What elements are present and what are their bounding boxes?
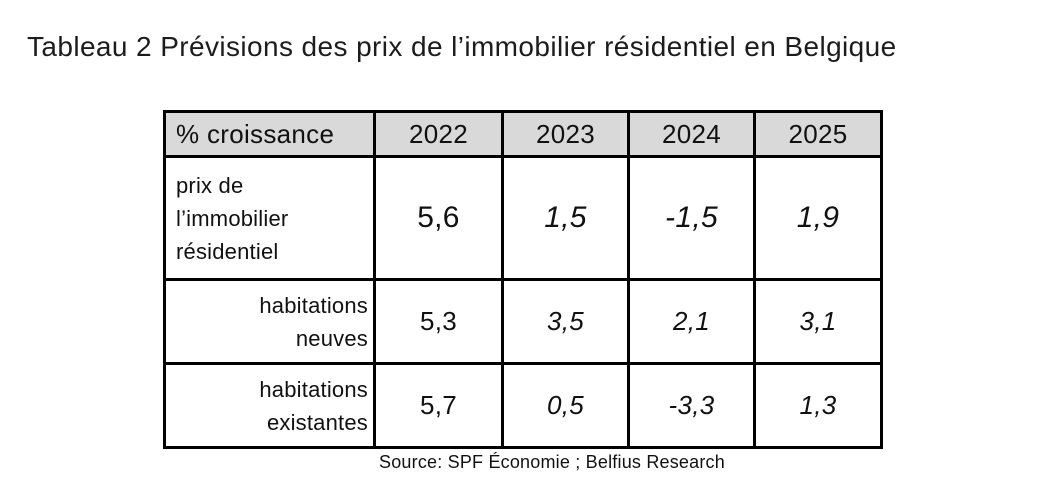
- row-label-cell: prix de l’immobilier résidentiel: [163, 155, 376, 281]
- value-cell-2023: 3,5: [501, 278, 630, 365]
- value-cell-2022: 5,7: [373, 362, 504, 449]
- header-cell-metric: % croissance: [163, 110, 376, 158]
- header-cell-2022: 2022: [373, 110, 504, 158]
- table-row-new-dwellings: habitations neuves 5,3 3,5 2,1 3,1: [163, 278, 883, 365]
- table-header-row: % croissance 2022 2023 2024 2025: [163, 110, 883, 158]
- row-label-text: prix de l’immobilier résidentiel: [176, 172, 289, 264]
- row-label-text: habitations existantes: [259, 376, 368, 435]
- row-label-cell: habitations existantes: [163, 362, 376, 449]
- figure-title: Tableau 2 Prévisions des prix de l’immob…: [27, 31, 897, 62]
- growth-forecast-table: % croissance 2022 2023 2024 2025 prix de…: [163, 110, 883, 449]
- value-cell-2022: 5,3: [373, 278, 504, 365]
- header-cell-2024: 2024: [627, 110, 756, 158]
- value-cell-2023: 1,5: [501, 155, 630, 281]
- source-attribution: Source: SPF Économie ; Belfius Research: [379, 452, 725, 472]
- row-label-cell: habitations neuves: [163, 278, 376, 365]
- value-cell-2024: -3,3: [627, 362, 756, 449]
- table-row-existing-dwellings: habitations existantes 5,7 0,5 -3,3 1,3: [163, 362, 883, 449]
- value-cell-2025: 1,3: [753, 362, 883, 449]
- row-label-text: habitations neuves: [259, 292, 368, 351]
- header-cell-2025: 2025: [753, 110, 883, 158]
- value-cell-2022: 5,6: [373, 155, 504, 281]
- value-cell-2025: 1,9: [753, 155, 883, 281]
- header-cell-2023: 2023: [501, 110, 630, 158]
- value-cell-2024: 2,1: [627, 278, 756, 365]
- table-row-residential-prices: prix de l’immobilier résidentiel 5,6 1,5…: [163, 155, 883, 281]
- value-cell-2024: -1,5: [627, 155, 756, 281]
- value-cell-2025: 3,1: [753, 278, 883, 365]
- value-cell-2023: 0,5: [501, 362, 630, 449]
